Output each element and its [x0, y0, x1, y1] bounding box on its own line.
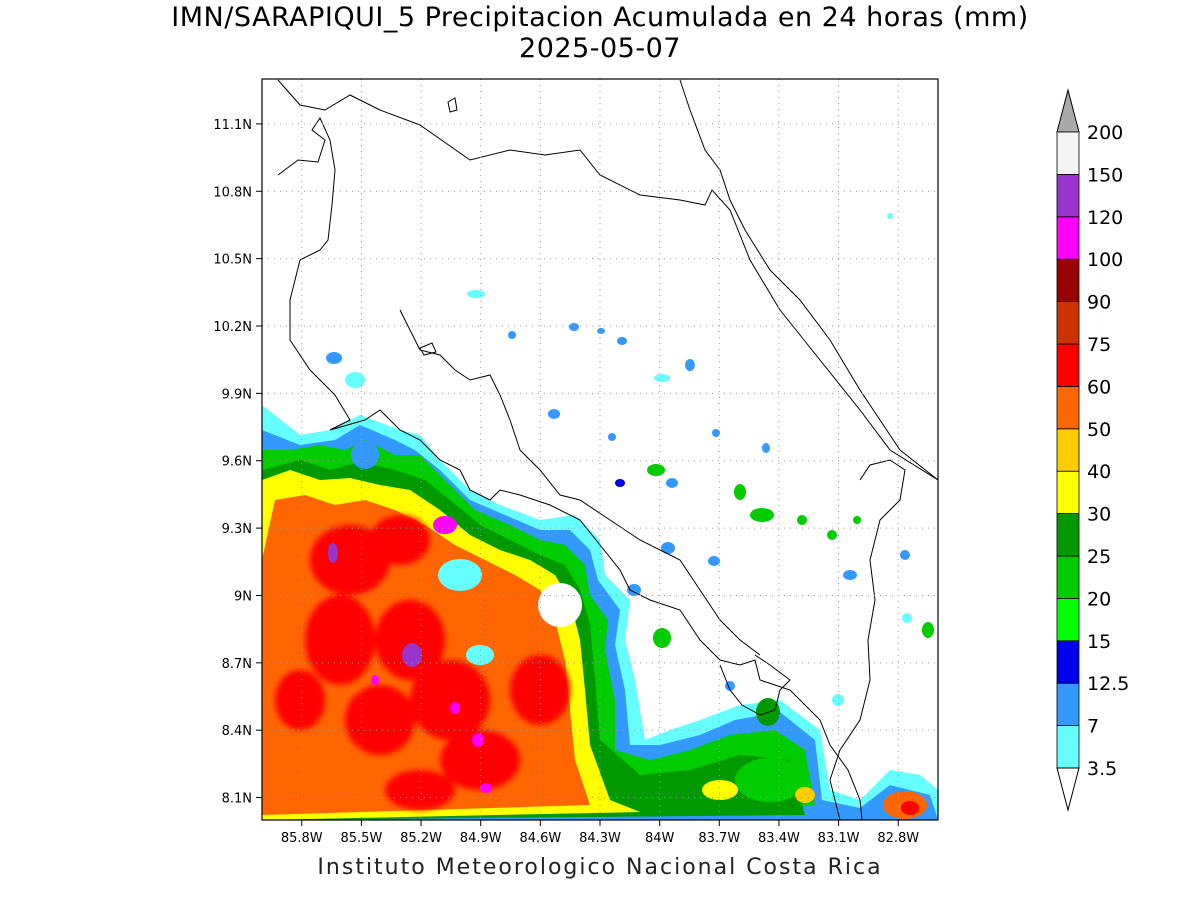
colorbar-segment [1056, 301, 1080, 345]
colorbar-segment [1056, 640, 1080, 684]
colorbar-label: 7 [1087, 716, 1099, 738]
colorbar-segment [1056, 343, 1080, 387]
lon-tick-label: 85.2W [400, 831, 442, 846]
colorbar-label: 25 [1087, 546, 1111, 568]
colorbar-label: 12.5 [1087, 673, 1129, 695]
colorbar-legend: 3.5 7 12.5 15 20 25 30 40 50 60 75 90 100 120 150 200 [1056, 88, 1129, 812]
lat-tick-label: 10.8N [213, 185, 252, 200]
caribbean-coast [679, 79, 938, 481]
lat-tick-label: 11.1N [213, 118, 252, 133]
colorbar-label: 30 [1087, 504, 1111, 526]
lon-tick-label: 84.9W [460, 831, 502, 846]
colorbar-bottom-arrow [1056, 767, 1080, 812]
colorbar-label: 20 [1087, 588, 1111, 610]
colorbar-segment [1056, 725, 1080, 769]
colorbar-segment [1056, 555, 1080, 599]
osa-peninsula [719, 654, 791, 716]
lat-tick-label: 9N [234, 589, 252, 604]
lat-tick-label: 8.1N [222, 792, 252, 807]
colorbar-top-arrow [1056, 88, 1080, 133]
lat-tick-label: 8.7N [222, 657, 252, 672]
colorbar-segment [1056, 258, 1080, 303]
lat-tick-label: 9.6N [222, 455, 252, 470]
lon-tick-label: 82.8W [877, 831, 919, 846]
lon-tick-label: 84.3W [579, 831, 621, 846]
nicaragua-border [277, 79, 938, 481]
colorbar-label: 200 [1087, 122, 1123, 144]
lat-tick-label: 10.5N [213, 253, 252, 268]
colorbar-label: 3.5 [1087, 758, 1117, 780]
lat-tick-label: 9.9N [222, 387, 252, 402]
panama-border [829, 459, 906, 820]
colorbar-segment [1056, 131, 1080, 175]
lon-tick-label: 85.8W [281, 831, 323, 846]
precipitation-field [262, 213, 938, 820]
footer-credit: Instituto Meteorologico Nacional Costa R… [317, 855, 883, 880]
colorbar-label: 100 [1087, 249, 1123, 271]
rain-scattered-cells [326, 213, 934, 726]
lon-tick-label: 84W [645, 831, 675, 846]
colorbar-segment [1056, 216, 1080, 260]
colorbar-label: 150 [1087, 164, 1123, 186]
island-north [447, 97, 458, 113]
coastlines [277, 79, 938, 820]
colorbar-segment [1056, 385, 1080, 430]
colorbar-label: 75 [1087, 334, 1111, 356]
colorbar-label: 50 [1087, 419, 1111, 441]
lon-tick-label: 83.7W [698, 831, 740, 846]
latitude-axis: 11.1N 10.8N 10.5N 10.2N 9.9N 9.6N 9.3N 9N 8.7N 8.… [213, 118, 262, 807]
lat-tick-label: 9.3N [222, 522, 252, 537]
island-small [419, 342, 437, 356]
longitude-axis: 85.8W 85.5W 85.2W 84.9W 84.6W 84.3W 84W 83.7W 83… [281, 820, 919, 846]
lon-tick-label: 83.4W [758, 831, 800, 846]
rain-zone-gaps [351, 441, 582, 665]
lon-tick-label: 85.5W [341, 831, 383, 846]
lat-tick-label: 8.4N [222, 724, 252, 739]
lon-tick-label: 84.6W [519, 831, 561, 846]
colorbar-segment [1056, 428, 1080, 472]
colorbar-label: 90 [1087, 292, 1111, 314]
lon-tick-label: 83.1W [818, 831, 860, 846]
colorbar-segment [1056, 598, 1080, 642]
chart-title: IMN/SARAPIQUI_5 Precipitacion Acumulada … [0, 2, 1200, 64]
title-line-1: IMN/SARAPIQUI_5 Precipitacion Acumulada … [171, 2, 1029, 33]
colorbar-label: 60 [1087, 376, 1111, 398]
colorbar-segment [1056, 513, 1080, 557]
colorbar-label: 40 [1087, 461, 1111, 483]
title-line-2: 2025-05-07 [519, 33, 681, 64]
colorbar-label: 15 [1087, 631, 1111, 653]
rain-zone-peaks [328, 516, 492, 793]
colorbar-segment [1056, 173, 1080, 218]
colorbar-segment [1056, 682, 1080, 727]
colorbar-segment [1056, 470, 1080, 515]
gulf-nicoya [399, 309, 761, 656]
lat-tick-label: 10.2N [213, 320, 252, 335]
colorbar-label: 120 [1087, 207, 1123, 229]
nicoya-coast [277, 116, 863, 820]
